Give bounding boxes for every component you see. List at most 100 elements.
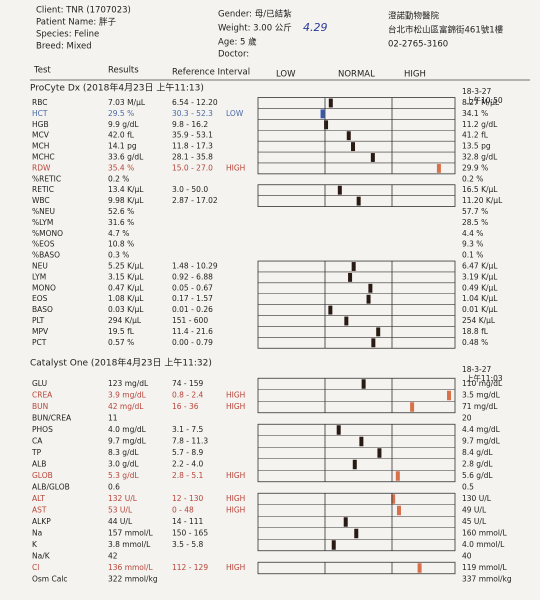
reference: 7.8 - 11.3 [172, 437, 208, 446]
reference: 3.0 - 50.0 [172, 185, 208, 194]
range-box [257, 561, 456, 575]
test-name: AST [32, 506, 47, 515]
previous: 5.6 g/dL [462, 471, 493, 480]
result: 0.3 % [108, 251, 129, 260]
test-name: GLU [32, 379, 47, 388]
previous: 28.5 % [462, 218, 488, 227]
previous: 110 mg/dL [462, 379, 503, 388]
col-reference: Reference Interval [172, 68, 250, 78]
result-marker [331, 540, 336, 550]
test-name: MCHC [32, 153, 55, 162]
test-name: HGB [32, 120, 49, 129]
result-marker [351, 142, 356, 152]
result: 1.08 K/μL [108, 294, 144, 303]
previous: 9.7 mg/dL [462, 437, 501, 446]
test-name: PCT [32, 338, 47, 347]
result: 4.0 mg/dL [108, 425, 147, 434]
col-test: Test [33, 66, 51, 76]
flag: LOW [226, 109, 244, 118]
result: 4.7 % [108, 229, 129, 238]
age: Age: 5 歲 [218, 37, 257, 48]
flag: HIGH [226, 163, 245, 172]
previous: 0.2 % [462, 174, 483, 183]
result: 5.25 K/μL [108, 262, 144, 271]
result-marker [395, 471, 400, 481]
result-marker [376, 327, 381, 337]
handwritten-note: 4.29 [303, 21, 328, 34]
test-name: Osm Calc [32, 575, 68, 584]
previous: 0.01 K/μL [462, 305, 498, 314]
result-marker [352, 459, 357, 470]
flag: HIGH [226, 471, 245, 480]
test-name: EOS [32, 294, 48, 303]
previous: 2.8 g/dL [462, 460, 493, 469]
result: 9.7 mg/dL [108, 437, 147, 446]
col-low: LOW [276, 70, 296, 80]
result-marker [351, 262, 356, 271]
previous: 40 [462, 552, 472, 561]
result: 0.57 % [108, 338, 134, 347]
test-name: LYM [32, 272, 46, 281]
range-box [257, 492, 456, 552]
result-marker [346, 131, 351, 141]
range-box [257, 97, 456, 175]
reference: 1.48 - 10.29 [172, 262, 218, 271]
reference: 14 - 111 [172, 517, 204, 526]
reference: 74 - 159 [172, 379, 204, 388]
reference: 9.8 - 16.2 [172, 120, 208, 129]
result: 53 U/L [108, 506, 133, 515]
flag: HIGH [226, 391, 245, 400]
result: 3.0 g/dL [108, 460, 139, 469]
result: 31.6 % [108, 218, 134, 227]
clinic: 澄諾動物醫院 [388, 11, 440, 22]
test-name: %RETIC [32, 174, 61, 183]
previous: 9.3 % [462, 240, 483, 249]
reference: 0.8 - 2.4 [172, 391, 204, 400]
result: 5.3 g/dL [108, 471, 139, 480]
result-marker [370, 153, 375, 162]
reference: 12 - 130 [172, 494, 204, 503]
previous: 130 U/L [462, 494, 492, 503]
test-name: ALT [32, 494, 45, 503]
reference: 6.54 - 12.20 [172, 98, 218, 107]
result: 294 K/μL [108, 316, 142, 325]
result: 322 mmol/kg [108, 575, 158, 584]
previous: 4.4 % [462, 229, 483, 238]
result: 3.9 mg/dL [108, 391, 147, 400]
result: 8.3 g/dL [108, 448, 139, 457]
reference: 3.1 - 7.5 [172, 425, 204, 434]
previous: 11.20 K/μL [462, 196, 503, 205]
result-marker [361, 379, 366, 389]
previous: 1.04 K/μL [462, 294, 498, 303]
previous: 0.49 K/μL [462, 283, 498, 292]
previous: 41.2 fL [462, 131, 489, 140]
previous: 29.9 % [462, 163, 488, 172]
result-marker [343, 517, 348, 527]
test-name: MCV [32, 131, 50, 140]
result: 33.6 g/dL [108, 153, 144, 162]
result-marker [344, 316, 349, 326]
reference: 0.92 - 6.88 [172, 272, 213, 281]
test-name: RETIC [32, 185, 54, 194]
reference: 0.00 - 0.79 [172, 338, 213, 347]
reference: 0.05 - 0.67 [172, 283, 213, 292]
result: 14.1 pg [108, 142, 137, 151]
previous: 11.2 g/dL [462, 120, 498, 129]
test-name: ALB [32, 460, 46, 469]
test-name: MCH [32, 142, 49, 151]
section-title: Catalyst One (2018年4月23日 上午11:32) [30, 357, 212, 369]
previous: 254 K/μL [462, 316, 496, 325]
reference: 28.1 - 35.8 [172, 153, 213, 162]
test-name: ALKP [32, 517, 51, 526]
flag: HIGH [226, 402, 245, 411]
reference: 0.01 - 0.26 [172, 305, 213, 314]
col-high: HIGH [404, 70, 426, 80]
test-name: Na/K [32, 552, 51, 561]
result-marker [417, 563, 422, 573]
section-title: ProCyte Dx (2018年4月23日 上午11:13) [30, 82, 204, 94]
test-name: RBC [32, 98, 47, 107]
test-name: WBC [32, 196, 50, 205]
result: 132 U/L [108, 494, 138, 503]
test-name: K [32, 540, 38, 549]
